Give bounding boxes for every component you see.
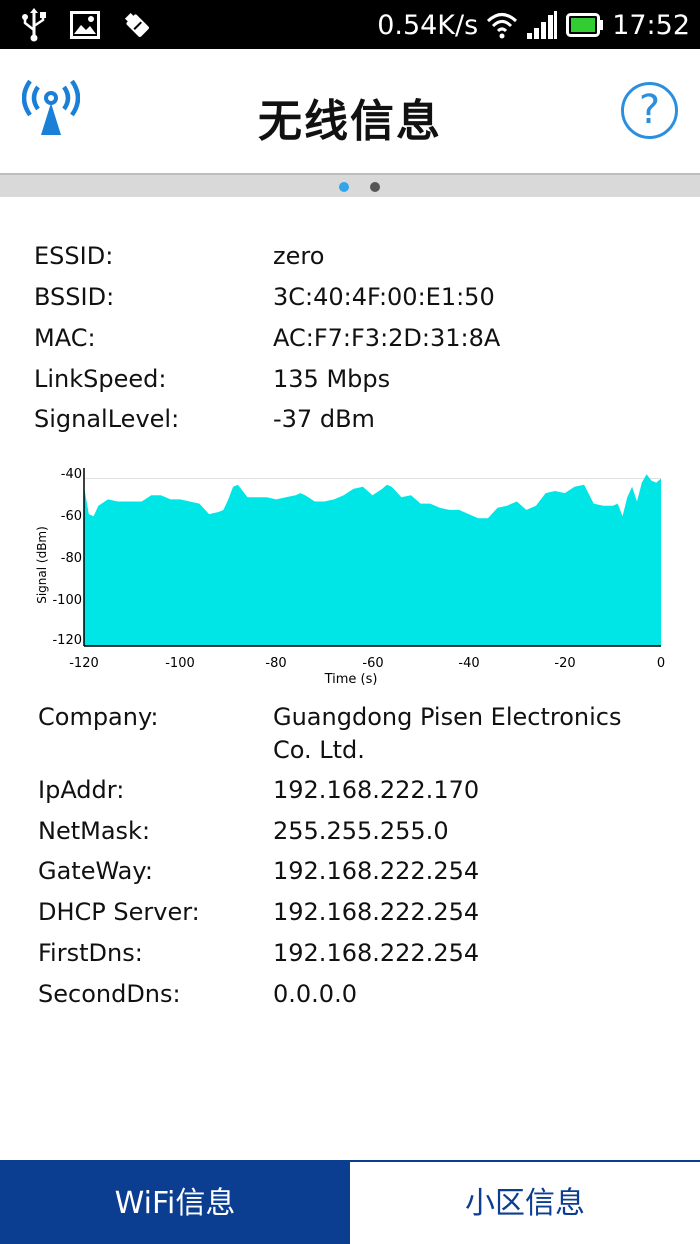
battery-icon bbox=[566, 13, 604, 37]
info-label: NetMask: bbox=[38, 817, 151, 845]
info-value: -37 dBm bbox=[273, 405, 375, 433]
info-value: zero bbox=[273, 242, 325, 270]
info-row-linkspeed: LinkSpeed: 135 Mbps bbox=[34, 365, 674, 401]
page-indicator bbox=[0, 173, 700, 197]
wifi-icon bbox=[487, 13, 518, 39]
info-label: LinkSpeed: bbox=[34, 365, 167, 393]
bottom-tab-bar: WiFi信息 小区信息 bbox=[0, 1160, 700, 1244]
info-label: Company: bbox=[38, 703, 159, 731]
info-value: 135 Mbps bbox=[273, 365, 391, 393]
info-value: 192.168.222.254 bbox=[273, 939, 480, 967]
info-value: AC:F7:F3:2D:31:8A bbox=[273, 324, 501, 352]
info-value: 255.255.255.0 bbox=[273, 817, 449, 845]
image-notification-icon bbox=[70, 11, 100, 39]
info-label: GateWay: bbox=[38, 857, 153, 885]
info-row-signallevel: SignalLevel: -37 dBm bbox=[34, 405, 674, 441]
info-row-second-dns: SecondDns: 0.0.0.0 bbox=[38, 980, 678, 1016]
page-dot[interactable] bbox=[370, 182, 380, 192]
info-label: SignalLevel: bbox=[34, 405, 180, 433]
y-tick-label: -80 bbox=[61, 551, 82, 566]
wifi-tower-icon bbox=[22, 79, 80, 135]
info-label: FirstDns: bbox=[38, 939, 143, 967]
page-dot-active[interactable] bbox=[339, 182, 349, 192]
y-tick-label: -100 bbox=[52, 593, 82, 608]
y-tick-label: -60 bbox=[61, 509, 82, 524]
tab-cell-info[interactable]: 小区信息 bbox=[350, 1162, 700, 1244]
clock: 17:52 bbox=[612, 9, 690, 41]
info-value-line2: Co. Ltd. bbox=[273, 736, 365, 764]
debug-icon bbox=[124, 12, 149, 37]
info-label: MAC: bbox=[34, 324, 96, 352]
info-row-dhcp-server: DHCP Server: 192.168.222.254 bbox=[38, 898, 678, 934]
x-tick-label: -80 bbox=[265, 656, 286, 671]
x-tick-label: -60 bbox=[362, 656, 383, 671]
info-label: BSSID: bbox=[34, 283, 115, 311]
x-tick-label: -20 bbox=[554, 656, 575, 671]
info-value: 192.168.222.254 bbox=[273, 857, 480, 885]
info-row-netmask: NetMask: 255.255.255.0 bbox=[38, 817, 678, 853]
info-row-mac: MAC: AC:F7:F3:2D:31:8A bbox=[34, 324, 674, 360]
help-icon: ? bbox=[638, 87, 661, 133]
info-row-first-dns: FirstDns: 192.168.222.254 bbox=[38, 939, 678, 975]
info-row-essid: ESSID: zero bbox=[34, 242, 674, 278]
info-value: 3C:40:4F:00:E1:50 bbox=[273, 283, 495, 311]
info-value: Guangdong Pisen Electronics bbox=[273, 703, 622, 731]
net-speed: 0.54K/s bbox=[377, 9, 479, 41]
cell-signal-icon bbox=[527, 11, 558, 39]
info-label: IpAddr: bbox=[38, 776, 125, 804]
y-tick-label: -120 bbox=[52, 633, 82, 648]
signal-chart: -120 -100 -80 -60 -40 -20 0 -40 -60 -80 … bbox=[30, 455, 670, 695]
x-tick-label: -120 bbox=[69, 656, 99, 671]
usb-icon bbox=[22, 8, 46, 42]
info-value: 0.0.0.0 bbox=[273, 980, 357, 1008]
info-row-bssid: BSSID: 3C:40:4F:00:E1:50 bbox=[34, 283, 674, 319]
x-axis-label: Time (s) bbox=[324, 672, 378, 687]
signal-area bbox=[84, 474, 661, 646]
y-axis-label: Signal (dBm) bbox=[35, 526, 49, 604]
system-indicators: 0.54K/s 17:52 bbox=[377, 6, 690, 44]
status-bar: 0.54K/s 17:52 bbox=[0, 0, 700, 49]
info-value: 192.168.222.170 bbox=[273, 776, 480, 804]
app-header: 无线信息 ? bbox=[0, 49, 700, 173]
info-label: DHCP Server: bbox=[38, 898, 200, 926]
help-button[interactable]: ? bbox=[621, 82, 678, 139]
x-tick-label: 0 bbox=[657, 656, 665, 671]
info-row-ipaddr: IpAddr: 192.168.222.170 bbox=[38, 776, 678, 812]
y-tick-label: -40 bbox=[61, 467, 82, 482]
x-tick-label: -100 bbox=[165, 656, 195, 671]
tab-wifi-info[interactable]: WiFi信息 bbox=[0, 1162, 350, 1244]
info-label: ESSID: bbox=[34, 242, 114, 270]
info-row-gateway: GateWay: 192.168.222.254 bbox=[38, 857, 678, 893]
info-row-company: Company: Guangdong Pisen Electronics Co.… bbox=[38, 703, 678, 775]
page-title: 无线信息 bbox=[258, 96, 442, 147]
info-label: SecondDns: bbox=[38, 980, 181, 1008]
notification-icons bbox=[20, 8, 152, 42]
info-value: 192.168.222.254 bbox=[273, 898, 480, 926]
x-tick-label: -40 bbox=[458, 656, 479, 671]
